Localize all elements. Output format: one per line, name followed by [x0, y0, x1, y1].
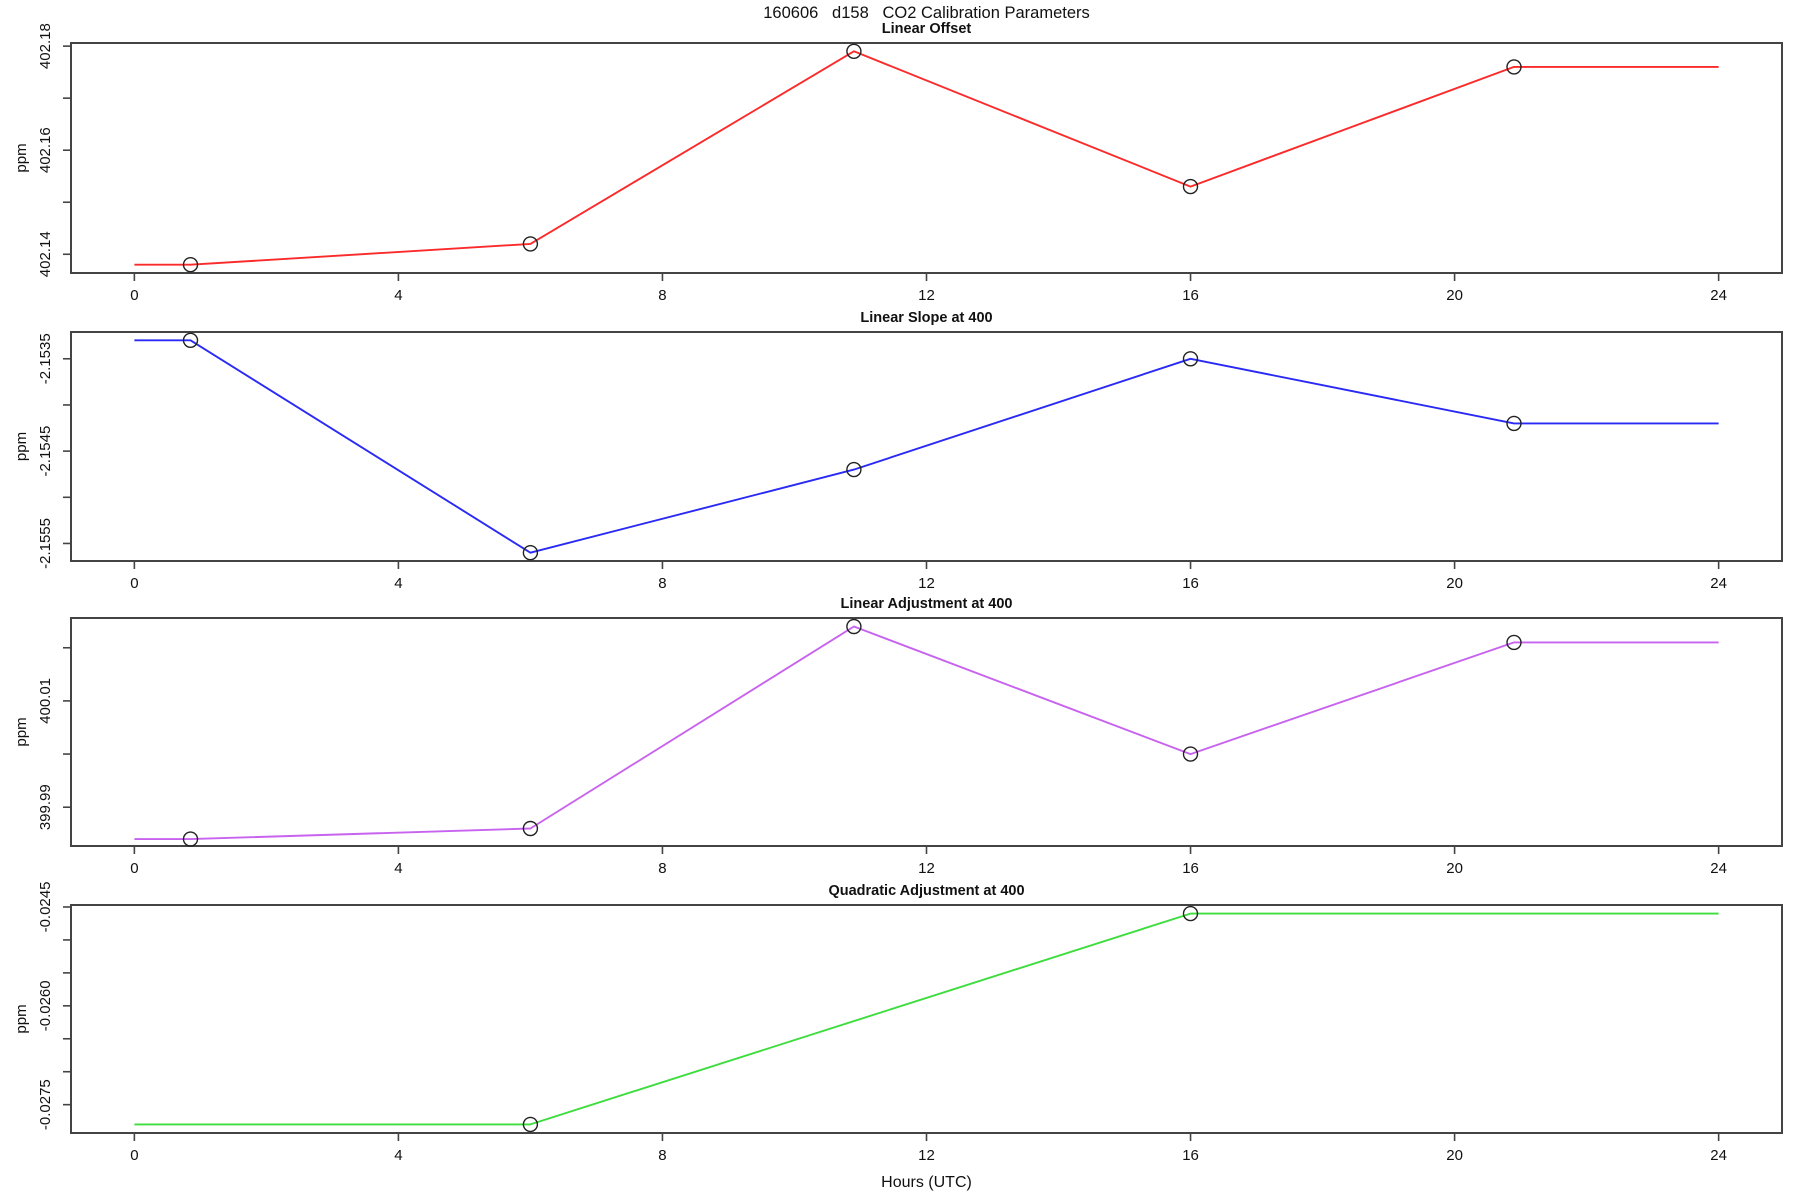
y-axis-label: ppm — [13, 143, 30, 172]
linear-adjustment-at-400-point — [846, 618, 862, 635]
x-tick-label: 24 — [1710, 860, 1727, 877]
linear-adjustment-at-400-point — [522, 820, 539, 837]
quadratic-adjustment-at-400-point — [522, 1116, 539, 1133]
panel-title: Quadratic Adjustment at 400 — [828, 883, 1024, 899]
y-tick-label: -0.0275 — [37, 1079, 54, 1130]
linear-slope-at-400-point — [522, 545, 539, 561]
y-tick-label: 402.18 — [37, 23, 54, 69]
x-tick-label: 4 — [394, 287, 402, 304]
y-axis-label: ppm — [13, 717, 30, 746]
panel-linear-adjustment-at-400: Linear Adjustment at 400 0 4 8 12 16 20 24 399.9… — [13, 596, 1783, 877]
y-tick-label: -2.1545 — [37, 426, 54, 477]
y-tick-label: 400.01 — [37, 678, 54, 724]
figure-title: 160606 d158 CO2 Calibration Parameters — [763, 4, 1090, 22]
y-tick-label: 402.14 — [37, 231, 54, 277]
linear-offset-point — [522, 236, 539, 252]
linear-offset-point — [1506, 59, 1522, 75]
x-tick-label: 16 — [1182, 860, 1199, 877]
linear-slope-at-400-point — [1182, 351, 1199, 367]
x-tick-label: 12 — [918, 1147, 935, 1164]
x-tick-label: 20 — [1446, 1147, 1463, 1164]
x-tick-label: 20 — [1446, 287, 1463, 304]
linear-adjustment-at-400-line — [134, 625, 1719, 841]
quadratic-adjustment-at-400-line — [134, 912, 1719, 1126]
plot-box — [70, 904, 1783, 1134]
linear-slope-at-400-point — [182, 332, 199, 348]
x-tick-label: 16 — [1182, 287, 1199, 304]
y-tick-label: -2.1555 — [37, 518, 54, 569]
x-tick-label: 16 — [1182, 1147, 1199, 1164]
y-axis-label: ppm — [13, 1004, 30, 1033]
x-tick-label: 24 — [1710, 575, 1727, 592]
linear-adjustment-at-400-point — [1182, 746, 1199, 762]
panel-quadratic-adjustment-at-400: Quadratic Adjustment at 400 0 4 8 12 16 20 24 -0… — [13, 882, 1783, 1164]
panel-title: Linear Offset — [882, 21, 972, 37]
y-tick-label: 402.16 — [37, 127, 54, 173]
x-tick-label: 16 — [1182, 575, 1199, 592]
linear-slope-at-400-line — [134, 339, 1719, 554]
x-tick-label: 20 — [1446, 575, 1463, 592]
y-tick-label: -2.1535 — [37, 333, 54, 384]
x-tick-label: 8 — [658, 1147, 666, 1164]
linear-adjustment-at-400-point — [182, 831, 199, 847]
panel-title: Linear Adjustment at 400 — [841, 596, 1013, 612]
x-tick-label: 0 — [130, 287, 138, 304]
quadratic-adjustment-at-400-point — [1182, 905, 1199, 922]
y-tick-label: -0.0245 — [37, 882, 54, 933]
x-tick-label: 12 — [918, 575, 935, 592]
panel-linear-slope-at-400: Linear Slope at 400 0 4 8 12 16 20 24 -2.1555 -2.… — [13, 310, 1783, 592]
x-tick-label: 8 — [658, 575, 666, 592]
x-tick-label: 0 — [130, 1147, 138, 1164]
x-tick-label: 24 — [1710, 1147, 1727, 1164]
plot-box — [70, 617, 1783, 847]
x-tick-label: 4 — [394, 860, 402, 877]
panel-linear-offset: Linear Offset 0 4 8 12 16 20 24 402.14 402.16 402.… — [13, 21, 1783, 304]
x-axis-title: Hours (UTC) — [881, 1174, 972, 1191]
x-tick-label: 8 — [658, 860, 666, 877]
x-tick-label: 4 — [394, 575, 402, 592]
x-tick-label: 4 — [394, 1147, 402, 1164]
linear-adjustment-at-400-point — [1506, 634, 1522, 651]
x-tick-label: 12 — [918, 860, 935, 877]
x-tick-label: 20 — [1446, 860, 1463, 877]
x-tick-label: 12 — [918, 287, 935, 304]
linear-offset-line — [134, 50, 1719, 266]
plot-box — [70, 42, 1783, 274]
x-tick-label: 8 — [658, 287, 666, 304]
x-tick-label: 24 — [1710, 287, 1727, 304]
linear-offset-point — [1182, 178, 1199, 195]
x-tick-label: 0 — [130, 575, 138, 592]
y-tick-label: 399.99 — [37, 784, 54, 830]
panel-title: Linear Slope at 400 — [860, 310, 992, 326]
linear-offset-point — [182, 257, 199, 273]
y-tick-label: -0.0260 — [37, 980, 54, 1031]
linear-offset-point — [846, 43, 862, 59]
linear-slope-at-400-point — [1506, 415, 1522, 432]
linear-slope-at-400-point — [846, 461, 862, 478]
x-tick-label: 0 — [130, 860, 138, 877]
y-axis-label: ppm — [13, 432, 30, 461]
